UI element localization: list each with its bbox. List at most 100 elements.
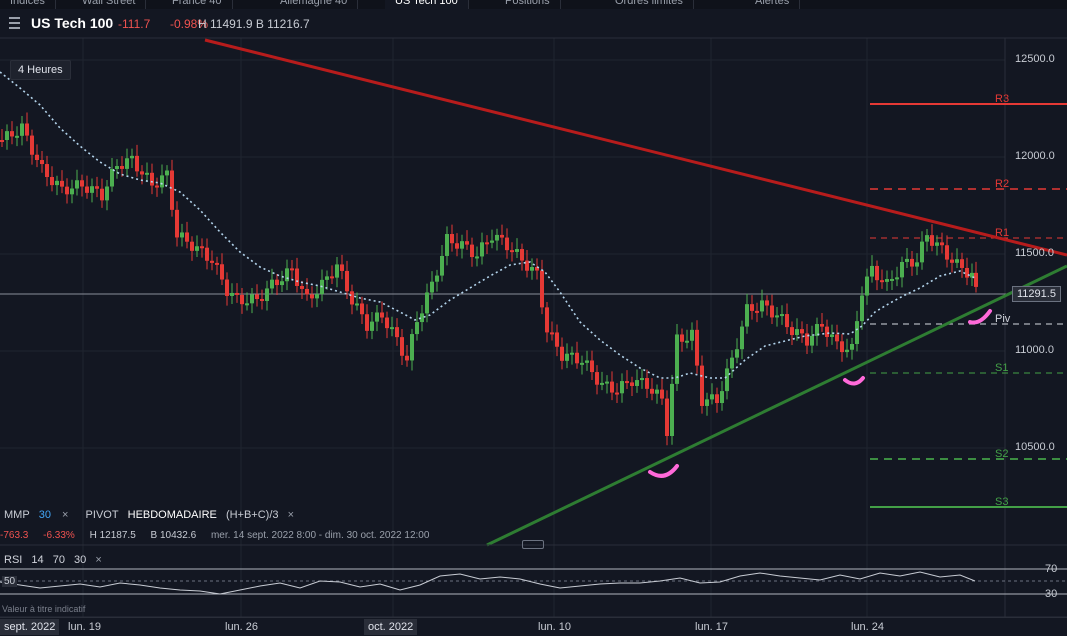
candle-body xyxy=(300,285,304,289)
date-label: lun. 24 xyxy=(851,621,885,633)
tab-france-40[interactable]: France 40 xyxy=(162,0,233,9)
candle-body xyxy=(100,188,104,201)
candle-body xyxy=(535,267,539,271)
mmp-value: 30 xyxy=(38,509,51,521)
candle-body xyxy=(165,170,169,176)
candle-body xyxy=(310,294,314,299)
candle-body xyxy=(725,368,729,392)
tab-strip: Indices Wall Street France 40 Allemagne … xyxy=(0,0,1067,9)
pivot-s3-label: S3 xyxy=(995,496,1009,508)
moving-average-line xyxy=(0,71,976,379)
hamburger-menu-icon[interactable] xyxy=(9,17,20,29)
candle-body xyxy=(505,237,509,251)
tab-indices[interactable]: Indices xyxy=(0,0,56,9)
candle-body xyxy=(65,186,69,195)
candle-body xyxy=(580,362,584,365)
candle-body xyxy=(350,291,354,305)
candle-body xyxy=(715,394,719,404)
tab-positions[interactable]: Positions xyxy=(495,0,561,9)
candle-body xyxy=(405,355,409,361)
timeframe-selector[interactable]: 4 Heures xyxy=(10,60,71,80)
support-trendline[interactable] xyxy=(486,264,1067,547)
candle-body xyxy=(460,241,464,249)
candle-body xyxy=(5,131,9,140)
candle-body xyxy=(630,382,634,386)
candle-body xyxy=(30,135,34,155)
candle-body xyxy=(425,292,429,314)
candle-body xyxy=(545,307,549,333)
candle-body xyxy=(240,294,244,305)
tab-us-tech-100[interactable]: US Tech 100 xyxy=(385,0,469,9)
tab-allemagne-40[interactable]: Allemagne 40 xyxy=(270,0,359,9)
tab-wall-street[interactable]: Wall Street xyxy=(72,0,147,9)
candle-body xyxy=(395,327,399,338)
candle-body xyxy=(270,279,274,289)
candle-body xyxy=(635,380,639,386)
resistance-trendline[interactable] xyxy=(204,38,1067,257)
candle-body xyxy=(645,378,649,389)
price-tick: 10500.0 xyxy=(1015,441,1055,453)
candle-body xyxy=(375,312,379,322)
remove-pivot-icon[interactable]: × xyxy=(287,509,295,521)
candle-body xyxy=(255,294,259,300)
candle-body xyxy=(25,123,29,136)
candle-body xyxy=(325,276,329,280)
candle-body xyxy=(880,280,884,283)
candle-body xyxy=(680,334,684,342)
candle-body xyxy=(830,334,834,337)
tab-ordres-limites[interactable]: Ordres limités xyxy=(605,0,694,9)
candle-body xyxy=(920,241,924,263)
candle-body xyxy=(430,281,434,293)
candle-body xyxy=(235,292,239,295)
candle-body xyxy=(465,241,469,245)
candle-body xyxy=(960,259,964,268)
indicator-legend: MMP 30 × PIVOT HEBDOMADAIRE (H+B+C)/3 × xyxy=(4,509,308,521)
candle-body xyxy=(200,246,204,249)
price-tick: 12500.0 xyxy=(1015,53,1055,65)
candle-body xyxy=(370,321,374,331)
candle-body xyxy=(385,317,389,329)
candle-body xyxy=(805,333,809,346)
pivot-piv-label: Piv xyxy=(995,313,1011,325)
rsi-30-tick: 30 xyxy=(1045,588,1058,600)
candle-body xyxy=(315,294,319,299)
candle-body xyxy=(955,259,959,263)
pivot-r1-label: R1 xyxy=(995,227,1010,239)
rsi-param-2: 70 xyxy=(52,554,65,566)
candle-body xyxy=(485,242,489,245)
tab-alertes[interactable]: Alertes xyxy=(745,0,801,9)
candle-body xyxy=(515,249,519,252)
candle-body xyxy=(400,337,404,356)
candle-body xyxy=(820,324,824,327)
candle-body xyxy=(10,131,14,137)
candle-body xyxy=(245,303,249,306)
range-info: -763.3 -6.33% H 12187.5 B 10432.6 mer. 1… xyxy=(0,530,429,541)
rsi-param-3: 30 xyxy=(74,554,87,566)
candle-body xyxy=(95,186,99,189)
pane-resize-handle[interactable] xyxy=(522,540,544,549)
candle-body xyxy=(710,394,714,400)
pivot-r3-label: R3 xyxy=(995,93,1010,105)
candle-body xyxy=(620,381,624,394)
candle-body xyxy=(20,123,24,136)
candle-body xyxy=(160,175,164,188)
candle-body xyxy=(85,186,89,193)
remove-rsi-icon[interactable]: × xyxy=(95,554,102,566)
annotation-mark-1 xyxy=(648,464,679,478)
candle-body xyxy=(80,180,84,187)
candle-body xyxy=(965,267,969,278)
price-change: -111.7 xyxy=(118,17,151,31)
remove-mmp-icon[interactable]: × xyxy=(62,509,69,521)
candle-body xyxy=(720,391,724,404)
candle-body xyxy=(745,304,749,327)
candle-body xyxy=(705,399,709,406)
candle-body xyxy=(740,326,744,350)
hand-drawn-annotations[interactable] xyxy=(648,309,992,478)
candle-body xyxy=(910,258,914,267)
candle-body xyxy=(755,310,759,313)
candle-body xyxy=(360,303,364,315)
high-low: H 11491.9 B 11216.7 xyxy=(198,17,310,31)
candle-body xyxy=(950,259,954,263)
candle-body xyxy=(860,295,864,322)
